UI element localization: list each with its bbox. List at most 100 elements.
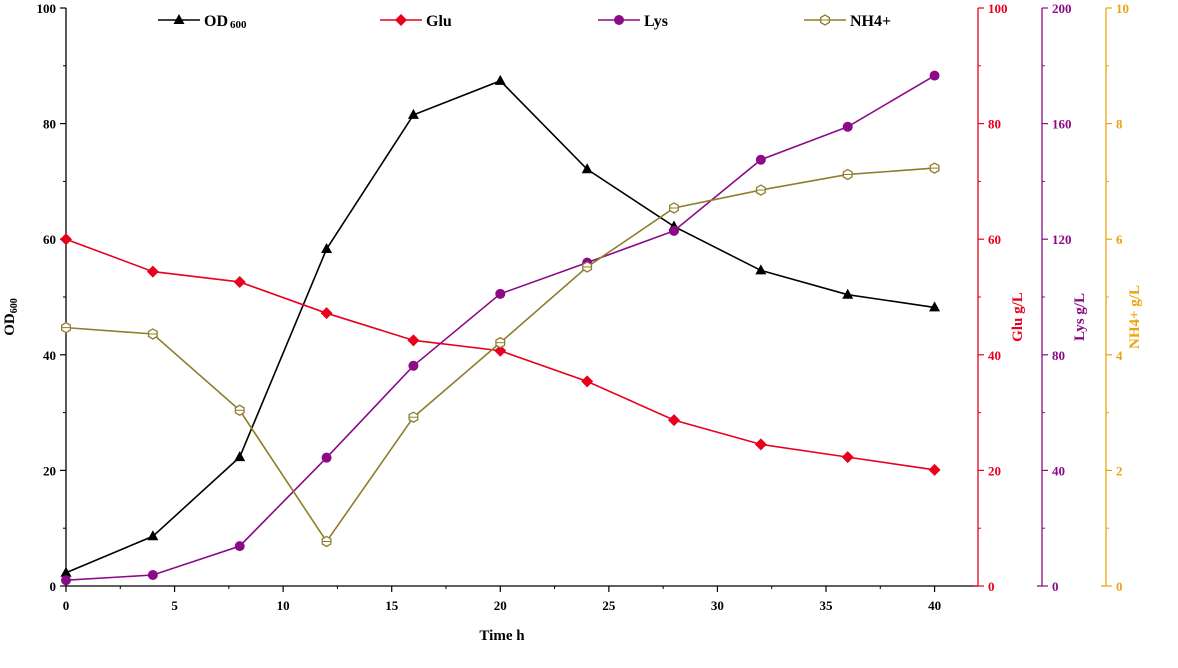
data-point: [320, 307, 333, 320]
series-line: [65, 79, 935, 574]
data-point: [234, 451, 246, 462]
data-point: [60, 566, 72, 577]
legend-label-main: Lys: [644, 13, 668, 30]
od-tick-label: 100: [37, 1, 57, 16]
nh4-tick-label: 10: [1116, 1, 1129, 16]
legend-item: Lys: [598, 13, 668, 30]
data-point: [929, 162, 940, 174]
legend-label: Glu: [426, 13, 452, 30]
series-od: [60, 74, 941, 577]
series-line: [65, 74, 935, 582]
data-point: [841, 451, 854, 464]
glu-tick-label: 100: [988, 1, 1008, 16]
legend-label-main: Glu: [426, 13, 452, 30]
glu-tick-label: 40: [988, 348, 1001, 363]
data-point: [146, 265, 159, 278]
data-point: [407, 108, 419, 119]
data-point: [321, 452, 332, 463]
series-layer: [60, 70, 941, 586]
series-lys: [61, 70, 940, 586]
data-point: [495, 336, 506, 349]
od-axis-title-main: OD: [2, 313, 18, 336]
od-tick-label: 0: [50, 579, 57, 594]
x-tick-label: 15: [385, 598, 399, 613]
data-point: [668, 414, 680, 427]
data-point: [234, 404, 245, 417]
legend-item: NH4+: [804, 13, 891, 30]
legend-marker: [614, 15, 624, 25]
series-glu: [60, 233, 941, 476]
lys-axis-title: Lys g/L: [1072, 293, 1088, 341]
data-point: [408, 411, 419, 423]
data-point: [755, 264, 767, 275]
nh4-axis-title: NH4+ g/L: [1127, 285, 1143, 349]
data-point: [494, 74, 506, 85]
data-point: [494, 344, 507, 357]
x-tick-label: 20: [494, 598, 507, 613]
glu-tick-label: 20: [988, 463, 1001, 478]
data-point: [60, 233, 72, 246]
x-tick-label: 40: [928, 598, 941, 613]
legend-marker: [173, 14, 185, 24]
x-tick-label: 30: [711, 598, 724, 613]
glu-tick-label: 0: [988, 579, 995, 594]
od-tick-label: 60: [43, 232, 56, 247]
lys-tick-label: 200: [1052, 1, 1072, 16]
nh4-tick-label: 8: [1116, 117, 1123, 132]
od-tick-label: 40: [43, 348, 56, 363]
data-point: [495, 288, 506, 299]
od-tick-label: 20: [43, 463, 56, 478]
x-tick-label: 25: [602, 598, 616, 613]
data-point: [929, 301, 941, 312]
nh4-tick-label: 6: [1116, 232, 1123, 247]
legend-item: OD 600: [158, 13, 247, 31]
data-point: [754, 438, 767, 451]
od-axis-title-sub: 600: [9, 298, 20, 313]
legend-label: Lys: [644, 13, 668, 30]
data-point: [669, 225, 679, 236]
data-point: [582, 261, 593, 273]
data-point: [61, 321, 71, 334]
legend-item: Glu: [380, 13, 452, 30]
data-point: [928, 463, 941, 476]
data-point: [755, 154, 766, 165]
data-point: [929, 70, 940, 81]
data-point: [61, 575, 71, 586]
data-point: [408, 360, 419, 371]
data-point: [842, 121, 853, 132]
legend-label: OD 600: [204, 13, 247, 31]
lys-tick-label: 120: [1052, 232, 1072, 247]
legend-marker: [820, 14, 830, 26]
lys-tick-label: 0: [1052, 579, 1059, 594]
x-tick-label: 10: [277, 598, 290, 613]
data-point: [234, 541, 245, 552]
legend: OD 600 Glu Lys NH4+: [158, 13, 891, 31]
glu-tick-label: 60: [988, 232, 1001, 247]
data-point: [842, 168, 853, 181]
nh4-tick-label: 4: [1116, 348, 1123, 363]
data-point: [147, 570, 158, 581]
legend-label-sub: 600: [230, 19, 247, 31]
data-point: [321, 535, 332, 548]
lys-tick-label: 40: [1052, 463, 1065, 478]
x-axis-title: Time h: [479, 628, 525, 644]
data-point: [581, 375, 594, 388]
legend-marker: [395, 14, 407, 26]
x-tick-label: 5: [171, 598, 178, 613]
x-tick-label: 35: [820, 598, 834, 613]
od-axis-title: OD600: [2, 298, 20, 336]
x-tick-label: 0: [63, 598, 70, 613]
data-point: [321, 243, 333, 254]
legend-label-main: OD: [204, 13, 228, 30]
glu-tick-label: 80: [988, 117, 1001, 132]
data-point: [147, 328, 158, 340]
data-point: [407, 334, 420, 347]
lys-axis-title-main: Lys g/L: [1072, 293, 1088, 341]
nh4-tick-label: 0: [1116, 579, 1123, 594]
legend-label: NH4+: [850, 13, 891, 30]
data-point: [147, 530, 159, 541]
data-point: [581, 163, 593, 174]
nh4-tick-label: 2: [1116, 463, 1123, 478]
data-point: [669, 202, 679, 214]
